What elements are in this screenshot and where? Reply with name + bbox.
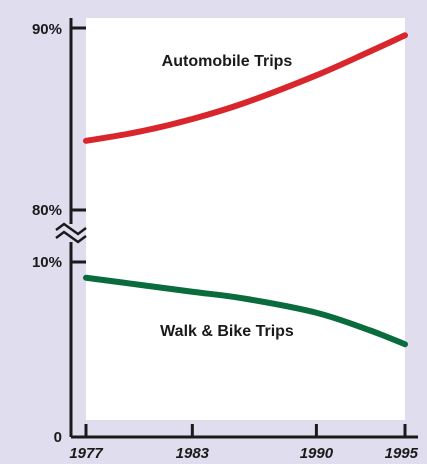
y-tick-label-10: 10% bbox=[32, 254, 62, 271]
series-label-automobile-trips: Automobile Trips bbox=[162, 53, 293, 70]
x-tick-label-1977: 1977 bbox=[69, 445, 103, 462]
axis-break-icon bbox=[55, 222, 87, 244]
y-tick-label-80: 80% bbox=[32, 202, 62, 219]
x-tick-label-1983: 1983 bbox=[176, 445, 210, 462]
y-tick-label-0: 0 bbox=[54, 429, 62, 446]
series-line-automobile-trips bbox=[83, 32, 408, 144]
x-tick-marks bbox=[84, 424, 407, 437]
x-tick-labels: 1977 1983 1990 1995 bbox=[69, 445, 418, 462]
x-tick-label-1990: 1990 bbox=[300, 445, 334, 462]
series-label-walk-bike-trips: Walk & Bike Trips bbox=[160, 323, 294, 340]
y-tick-label-90: 90% bbox=[32, 21, 62, 38]
plot-area bbox=[86, 18, 405, 420]
x-tick-label-1995: 1995 bbox=[385, 445, 419, 462]
series-line-walk-bike-trips bbox=[83, 274, 408, 348]
